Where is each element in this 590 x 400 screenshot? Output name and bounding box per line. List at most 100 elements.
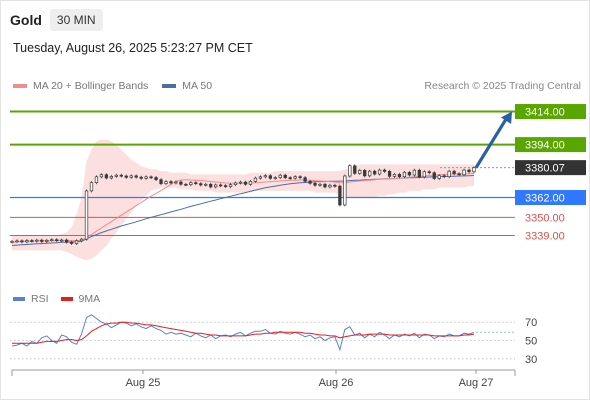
rsi-tick-70: 70 — [525, 317, 537, 329]
candle-body — [407, 172, 412, 176]
candle-body — [15, 240, 19, 243]
candle-body — [387, 171, 392, 177]
candle-body — [417, 169, 422, 178]
rsi-swatch-icon — [13, 297, 25, 301]
level-tag-3394.00 — [515, 137, 586, 153]
candle-body — [412, 169, 417, 176]
candle-body — [343, 175, 347, 206]
candle-body — [104, 174, 109, 179]
candle-body — [402, 172, 407, 178]
candle-body — [209, 183, 213, 188]
candle-body — [228, 184, 233, 187]
level-label-3394.00: 3394.00 — [525, 140, 565, 152]
copyright: Research © 2025 Trading Central — [424, 80, 581, 92]
candle-body — [422, 171, 426, 178]
candle-body — [164, 181, 168, 184]
candle-body — [283, 174, 287, 179]
candle-body — [462, 169, 466, 176]
candle-body — [218, 184, 223, 187]
candle-body — [238, 181, 243, 184]
candle-body — [358, 170, 362, 174]
candle-body — [263, 175, 268, 178]
candle-body — [278, 174, 282, 179]
candle-body — [64, 239, 69, 243]
candle-body — [169, 181, 173, 184]
candle-body — [124, 175, 128, 178]
legend-item-ma50: MA 50 — [162, 80, 212, 92]
candle-body — [273, 177, 277, 180]
forecast-arrowhead-icon — [501, 111, 512, 125]
candle-body — [233, 182, 238, 185]
timestamp: Tuesday, August 26, 2025 5:23:27 PM CET — [13, 41, 253, 55]
candle-body — [35, 239, 39, 242]
legend-item-ma20: MA 20 + Bollinger Bands — [13, 80, 148, 92]
level-tag-3414.00 — [515, 104, 586, 120]
level-tag-3362.00 — [515, 190, 586, 206]
candle-body — [89, 182, 94, 192]
candle-body — [194, 182, 198, 184]
candle-body — [303, 177, 307, 182]
ma20-line — [11, 172, 475, 243]
candle-body — [199, 183, 203, 186]
candle-body — [437, 175, 441, 179]
candle-body — [189, 182, 193, 185]
rsi-legend: RSI 9MA — [13, 293, 112, 305]
legend-item-rsi: RSI — [13, 293, 49, 305]
candle-body — [338, 185, 342, 206]
candle-body — [253, 177, 258, 182]
candle-body — [333, 184, 337, 187]
legend-label-rsi: RSI — [31, 293, 49, 305]
candle-body — [368, 170, 372, 177]
candle-body — [318, 183, 322, 186]
chart-header: Gold 30 MIN — [10, 8, 103, 32]
level-label-3350.00: 3350.00 — [525, 212, 565, 224]
rsi-9ma-line — [12, 321, 475, 344]
ma50-swatch-icon — [162, 84, 177, 88]
x-tick-label: Aug 25 — [126, 377, 161, 389]
candle-body — [139, 176, 143, 179]
candle-body — [159, 179, 163, 184]
candle-body — [348, 165, 352, 177]
candle-body — [99, 174, 104, 178]
candle-body — [60, 239, 64, 242]
candle-body — [114, 174, 118, 177]
candle-body — [288, 177, 292, 180]
price-legend: MA 20 + Bollinger Bands MA 50 — [13, 80, 226, 92]
candle-body — [184, 183, 188, 186]
candle-body — [204, 183, 208, 186]
timeframe-badge[interactable]: 30 MIN — [49, 9, 103, 31]
candle-body — [45, 239, 49, 242]
candle-body — [30, 240, 34, 242]
candle-body — [258, 176, 263, 179]
candle-body — [55, 239, 59, 242]
candle-body — [298, 176, 302, 179]
legend-label-9ma: 9MA — [78, 293, 101, 305]
x-tick-label: Aug 27 — [459, 377, 494, 389]
candle-body — [313, 182, 317, 186]
candle-body — [10, 240, 14, 243]
candle-body — [293, 176, 297, 179]
candle-body — [174, 181, 178, 184]
rsi-tick-30: 30 — [525, 354, 537, 366]
candle-body — [84, 190, 89, 240]
candle-body — [467, 169, 471, 173]
candle-body — [427, 171, 431, 174]
candle-body — [328, 184, 332, 188]
ma20-swatch-icon — [13, 84, 27, 88]
level-label-3380.07: 3380.07 — [525, 163, 565, 175]
level-label-3414.00: 3414.00 — [525, 107, 565, 119]
candle-body — [149, 176, 153, 179]
candle-body — [129, 175, 133, 178]
candle-body — [40, 239, 44, 242]
level-label-3339.00: 3339.00 — [525, 231, 565, 243]
symbol-title: Gold — [10, 12, 42, 28]
rsi-line — [11, 314, 475, 352]
ma9-swatch-icon — [60, 297, 73, 301]
candle-body — [372, 170, 377, 175]
candle-body — [154, 177, 158, 181]
level-tag-3380.07 — [515, 160, 586, 176]
candle-body — [69, 241, 74, 244]
candle-body — [25, 240, 29, 243]
candle-body — [20, 240, 24, 243]
